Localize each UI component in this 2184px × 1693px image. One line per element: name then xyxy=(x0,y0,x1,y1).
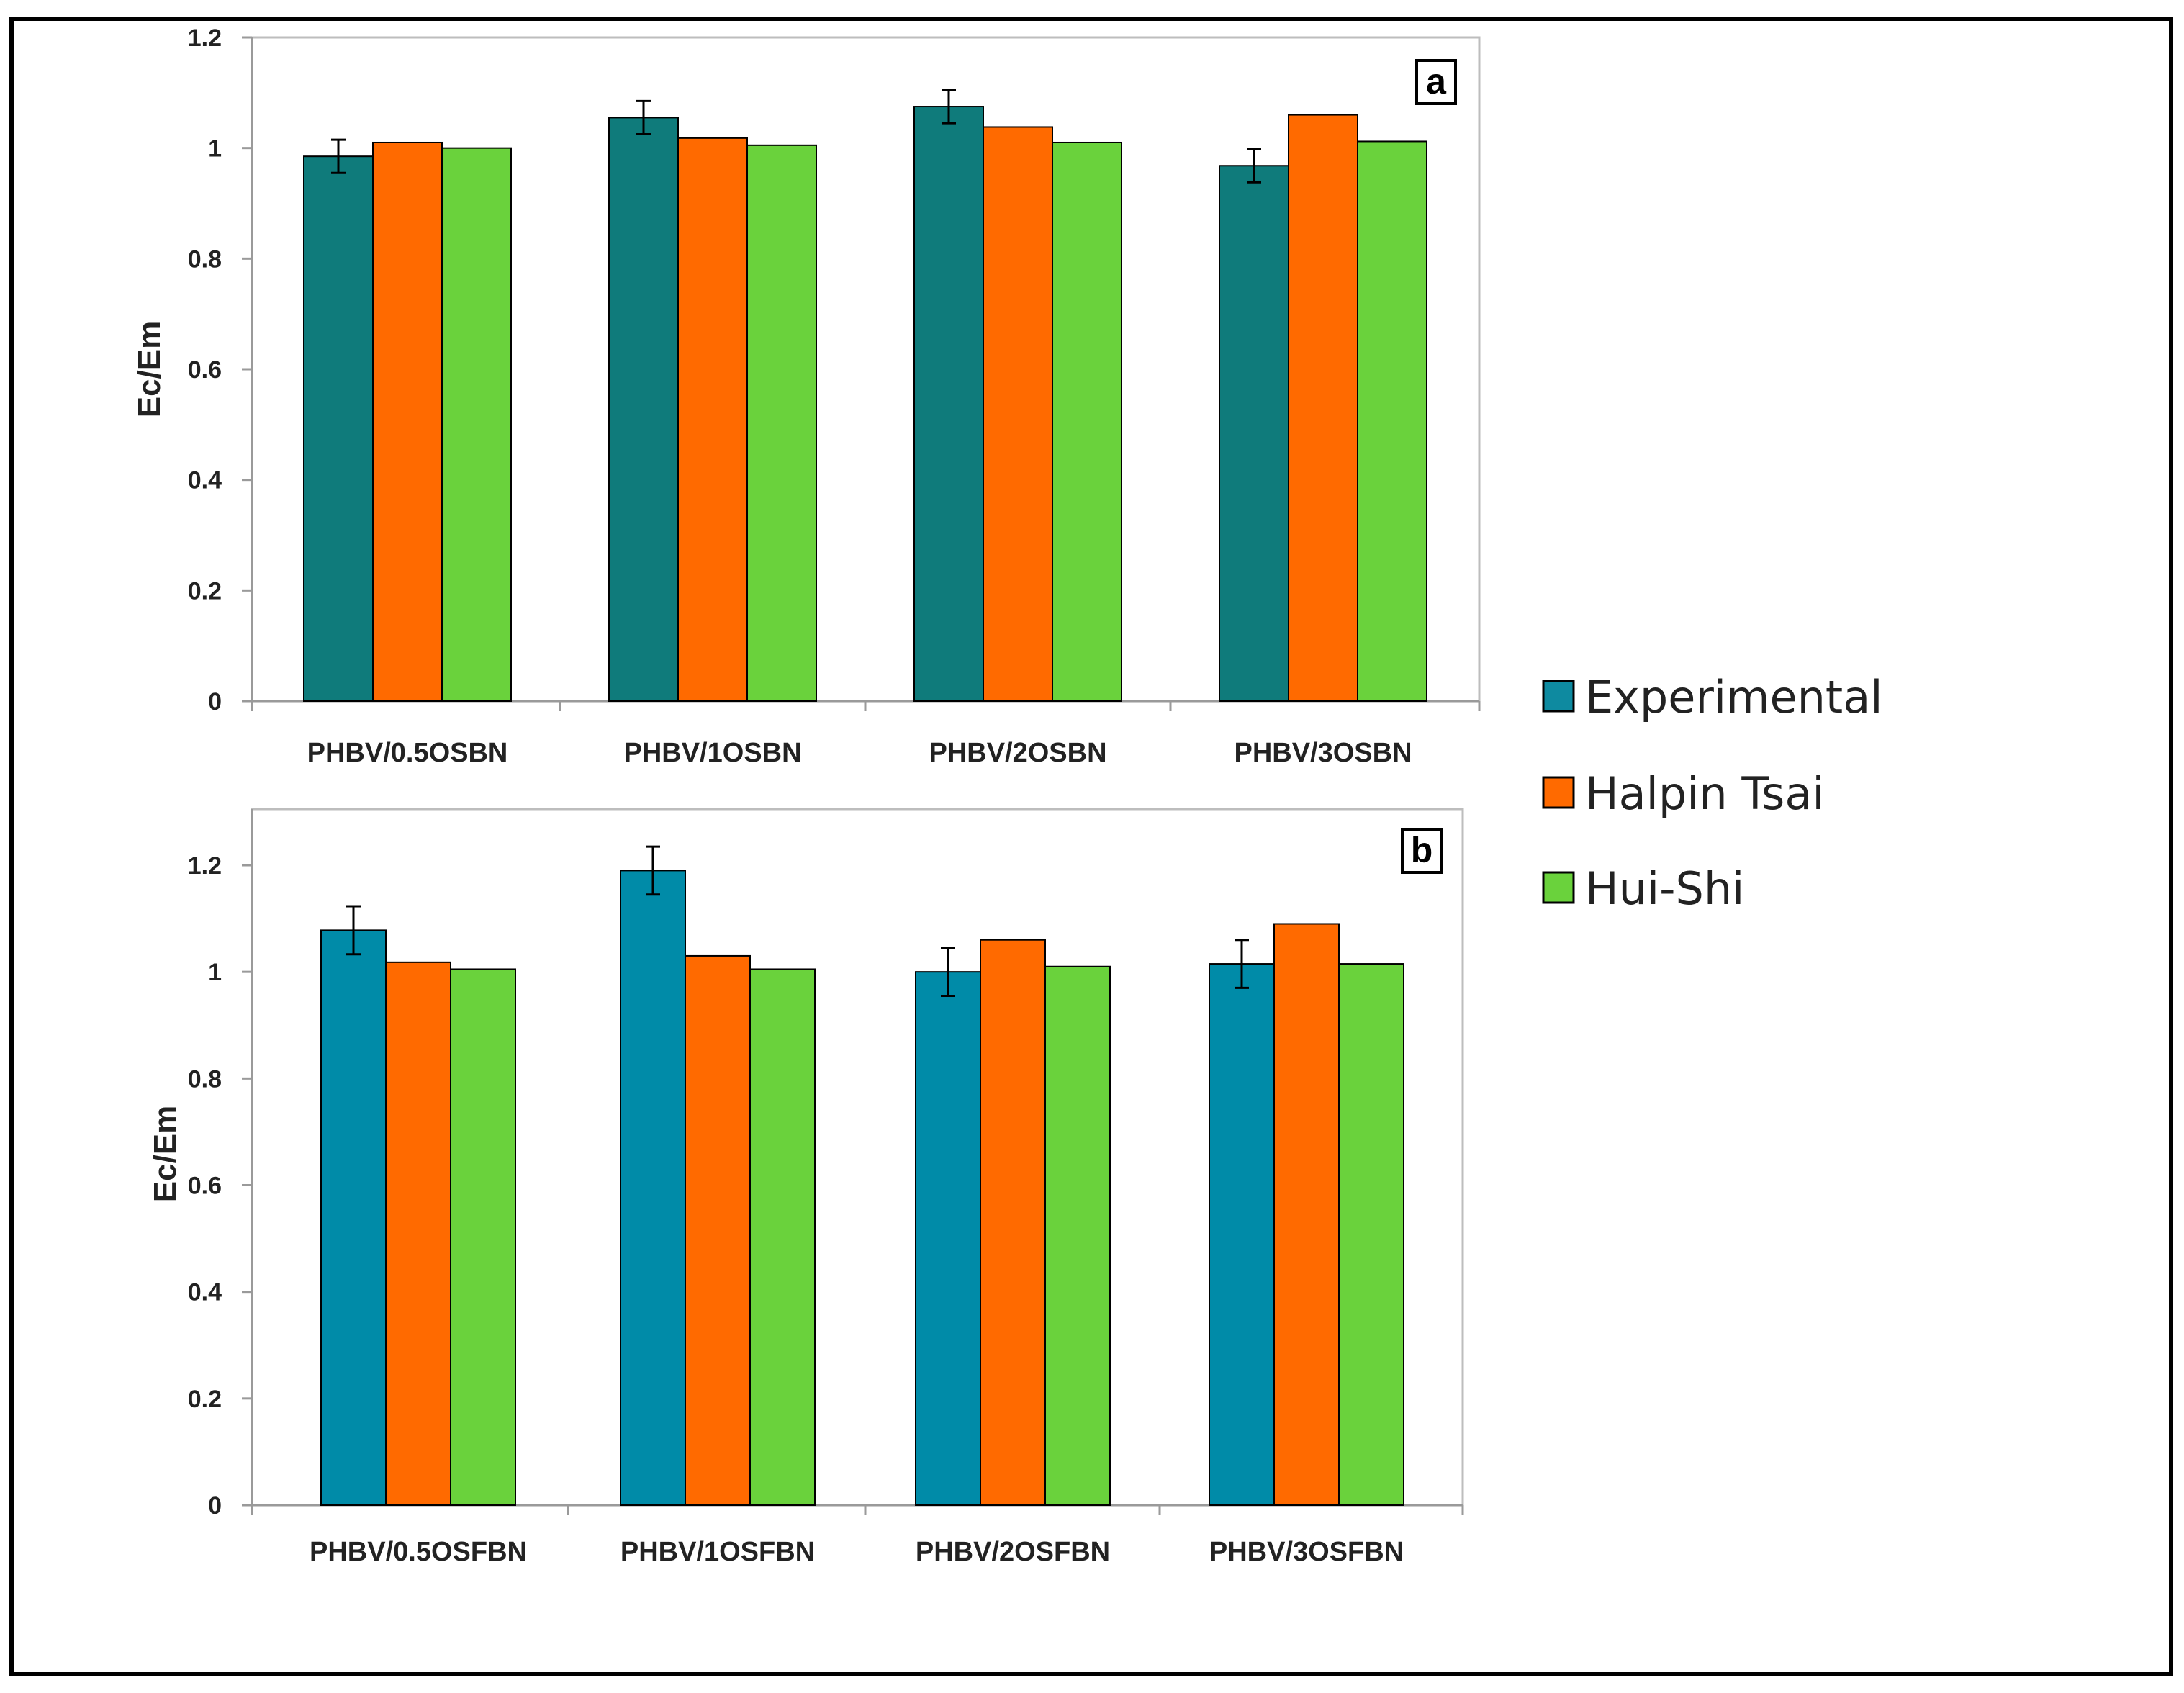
bar-halpin-tsai xyxy=(677,137,748,702)
legend: Experimental Halpin Tsai Hui-Shi xyxy=(1542,671,1882,915)
chart-panel-b: 0 0.2 0.4 0.6 0.8 1 1.2 PHBV/0.5OSFBN PHBV/1OSF… xyxy=(148,808,1464,1567)
bar-experimental xyxy=(1219,165,1289,702)
bar-experimental xyxy=(303,155,374,703)
y-tick-label: 0.6 xyxy=(188,1173,222,1200)
bar-hui-shi xyxy=(1052,141,1122,702)
category-label: PHBV/3OSBN xyxy=(1234,738,1412,768)
bar-experimental xyxy=(913,106,984,702)
bar-halpin-tsai xyxy=(1273,923,1340,1507)
y-tick-label: 1 xyxy=(208,959,222,986)
legend-label-hui-shi: Hui-Shi xyxy=(1585,862,1744,915)
y-axis-label: Ec/Em xyxy=(148,1106,183,1203)
bar-halpin-tsai xyxy=(685,954,751,1506)
category-label: PHBV/1OSBN xyxy=(623,738,801,768)
y-tick-label: 0.8 xyxy=(188,1065,222,1093)
y-tick-label: 0.8 xyxy=(188,245,222,273)
bar-halpin-tsai xyxy=(980,939,1046,1506)
bar-hui-shi xyxy=(1338,963,1404,1507)
bar-hui-shi xyxy=(746,144,817,702)
y-tick-label: 1 xyxy=(208,135,222,163)
chart-panel-a: 0 0.2 0.4 0.6 0.8 1 1.2 PHBV/0.5OSBN PHBV/1OSBN… xyxy=(132,24,1481,768)
legend-swatch-hui-shi xyxy=(1542,871,1575,904)
y-tick-label: 1.2 xyxy=(188,852,222,880)
bar-experimental xyxy=(915,971,981,1506)
bar-halpin-tsai xyxy=(372,141,443,702)
bar-experimental xyxy=(620,870,686,1506)
category-label: PHBV/2OSFBN xyxy=(916,1537,1110,1567)
panel-letter: b xyxy=(1411,830,1433,870)
category-label: PHBV/3OSFBN xyxy=(1209,1537,1404,1567)
category-label: PHBV/1OSFBN xyxy=(621,1537,815,1567)
y-tick-label: 0.6 xyxy=(188,356,222,384)
category-label: PHBV/2OSBN xyxy=(929,738,1106,768)
bar-hui-shi xyxy=(1044,965,1111,1506)
legend-item-experimental: Experimental xyxy=(1542,671,1882,723)
y-tick-label: 0.2 xyxy=(188,1386,222,1413)
bar-experimental xyxy=(1209,963,1275,1507)
panel-letter-box xyxy=(1401,828,1443,874)
y-tick-label: 0.4 xyxy=(188,1279,222,1306)
bar-hui-shi xyxy=(749,968,816,1506)
legend-label-experimental: Experimental xyxy=(1585,671,1882,723)
legend-label-halpin-tsai: Halpin Tsai xyxy=(1585,767,1825,820)
category-label: PHBV/0.5OSBN xyxy=(307,738,508,768)
bar-experimental xyxy=(608,117,679,703)
panel-letter-box xyxy=(1415,59,1457,105)
category-label: PHBV/0.5OSFBN xyxy=(310,1537,527,1567)
y-tick-label: 0.2 xyxy=(188,577,222,605)
y-tick-label: 0 xyxy=(208,688,222,715)
legend-item-halpin-tsai: Halpin Tsai xyxy=(1542,767,1825,820)
panel-letter: a xyxy=(1426,61,1447,101)
bar-experimental xyxy=(320,929,387,1507)
legend-swatch-experimental xyxy=(1542,680,1575,713)
legend-item-hui-shi: Hui-Shi xyxy=(1542,862,1744,915)
bar-halpin-tsai xyxy=(385,961,451,1506)
bar-hui-shi xyxy=(441,147,512,702)
bar-halpin-tsai xyxy=(983,126,1053,703)
y-tick-label: 0.4 xyxy=(188,467,222,495)
bar-halpin-tsai xyxy=(1288,114,1358,703)
legend-swatch-halpin-tsai xyxy=(1542,776,1575,809)
y-tick-label: 1.2 xyxy=(188,24,222,52)
bar-hui-shi xyxy=(450,968,516,1506)
bar-hui-shi xyxy=(1357,140,1427,703)
y-axis-label: Ec/Em xyxy=(132,321,167,418)
y-tick-label: 0 xyxy=(208,1492,222,1520)
